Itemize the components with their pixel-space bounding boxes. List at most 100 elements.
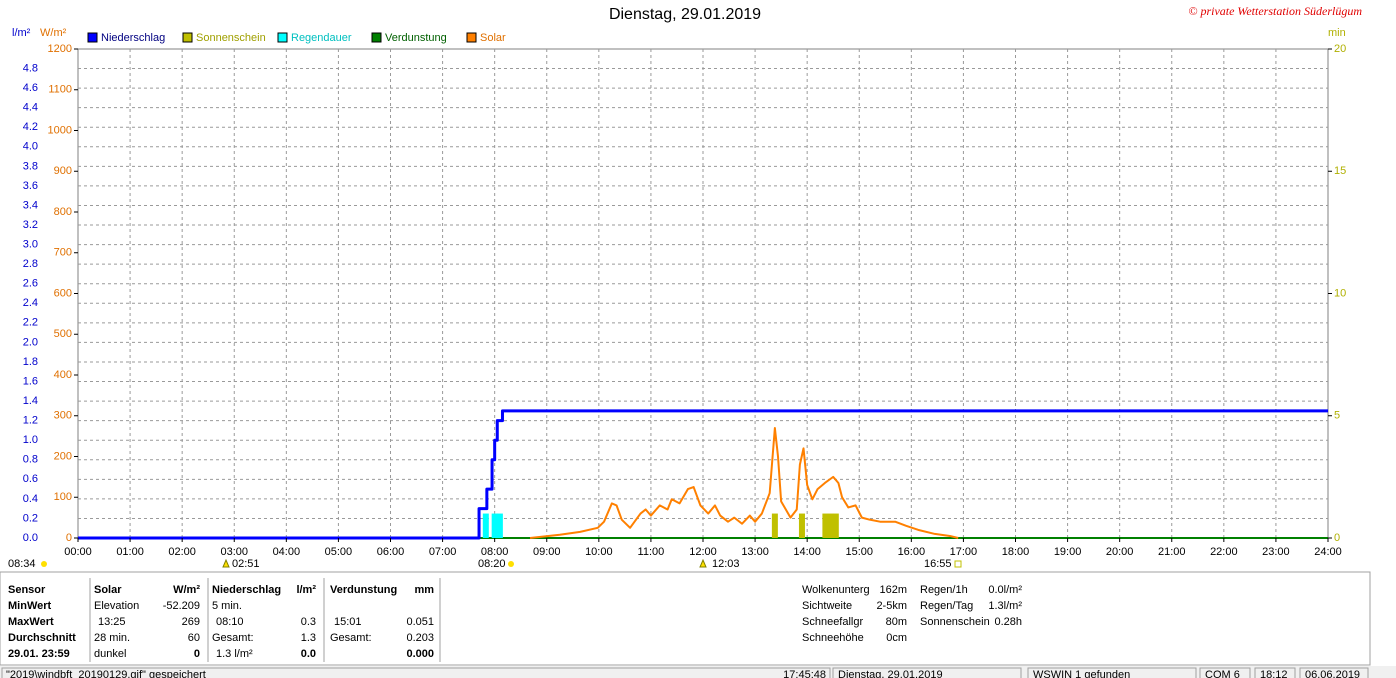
- bar: [832, 513, 839, 538]
- x-tick-label: 09:00: [533, 546, 561, 558]
- y-axis-unit: l/m²: [12, 27, 31, 39]
- y3-tick-label: 20: [1334, 43, 1346, 55]
- y-tick-label: 4.2: [23, 121, 38, 133]
- weather-value: 0cm: [886, 632, 907, 644]
- x-tick-label: 12:00: [689, 546, 717, 558]
- stats-cell-label: 1.3 l/m²: [216, 648, 253, 660]
- y-tick-label: 0.0: [23, 532, 38, 544]
- y2-tick-label: 900: [54, 165, 72, 177]
- rain-label: Sonnenschein: [920, 616, 990, 628]
- stats-unit: l/m²: [296, 584, 316, 596]
- y2-tick-label: 1000: [48, 124, 72, 136]
- stats: Sensor MinWert MaxWert Durchschnitt 29.01. 2…: [8, 584, 1022, 660]
- stats-cell-value: 0: [194, 648, 200, 660]
- y2-tick-label: 500: [54, 328, 72, 340]
- bar: [496, 513, 503, 538]
- x-tick-label: 02:00: [168, 546, 196, 558]
- y2-tick-label: 200: [54, 450, 72, 462]
- legend-label: Verdunstung: [385, 32, 447, 44]
- rain-label: Regen/Tag: [920, 600, 973, 612]
- stats-cell-value: -52.209: [163, 600, 200, 612]
- sun-marker: [508, 561, 514, 567]
- x-tick-label: 08:00: [481, 546, 509, 558]
- bar: [482, 513, 489, 538]
- y3-tick-label: 0: [1334, 532, 1340, 544]
- legend-label: Solar: [480, 32, 506, 44]
- y-tick-label: 1.4: [23, 395, 38, 407]
- annotation: 02:51: [232, 558, 260, 570]
- legend-label: Sonnenschein: [196, 32, 266, 44]
- weather-value: 2-5km: [876, 600, 907, 612]
- stats-cell-label: Gesamt:: [212, 632, 254, 644]
- weather-value: 162m: [879, 584, 907, 596]
- bar: [771, 513, 778, 538]
- y-tick-label: 4.0: [23, 141, 38, 153]
- rain-label: Regen/1h: [920, 584, 968, 596]
- series-line: [529, 426, 959, 539]
- copyright: © private Wetterstation Süderlügum: [1188, 4, 1362, 18]
- marker: [954, 560, 962, 568]
- legend-swatch: [182, 32, 193, 43]
- y-tick-label: 0.4: [23, 493, 38, 505]
- stats-cell-label: Gesamt:: [330, 632, 372, 644]
- weather-label: Schneehöhe: [802, 632, 864, 644]
- stats-cell-label: 08:10: [216, 616, 244, 628]
- x-tick-label: 21:00: [1158, 546, 1186, 558]
- legend-swatch: [87, 32, 98, 43]
- marker: [699, 558, 707, 568]
- stats-cell-value: 0.051: [406, 616, 434, 628]
- legend-swatch: [371, 32, 382, 43]
- y2-tick-label: 0: [66, 532, 72, 544]
- y-tick-label: 4.6: [23, 82, 38, 94]
- x-tick-label: 14:00: [793, 546, 821, 558]
- status-text: Dienstag, 29.01.2019: [838, 669, 943, 678]
- stats-label: Sensor: [8, 584, 46, 596]
- annotations: 08:34 02:51 08:20 12:03 16:55: [8, 558, 962, 570]
- bar: [491, 513, 498, 538]
- x-tick-label: 13:00: [741, 546, 769, 558]
- y3-tick-label: 10: [1334, 287, 1346, 299]
- stats-cell-value: 0.3: [301, 616, 316, 628]
- stats-header: Verdunstung: [330, 584, 397, 596]
- status-segment: [1254, 667, 1296, 678]
- axes: 00:00 01:00 02:00 03:00 04:00 05:00 06:00 07:00…: [23, 43, 1347, 558]
- bar: [822, 513, 829, 538]
- x-tick-label: 22:00: [1210, 546, 1238, 558]
- y2-tick-label: 600: [54, 287, 72, 299]
- x-tick-label: 06:00: [377, 546, 405, 558]
- stats-unit: mm: [414, 584, 434, 596]
- stats-panel: [0, 571, 1371, 666]
- x-tick-label: 01:00: [116, 546, 144, 558]
- x-tick-label: 19:00: [1054, 546, 1082, 558]
- y-tick-label: 3.4: [23, 199, 38, 211]
- annotation: 08:34: [8, 558, 36, 570]
- status-text: COM 6: [1205, 669, 1240, 678]
- rain-value: 0.28h: [994, 616, 1022, 628]
- y-tick-label: 2.4: [23, 297, 38, 309]
- status-segment: [1299, 667, 1369, 678]
- x-tick-label: 24:00: [1314, 546, 1342, 558]
- legend-label: Niederschlag: [101, 32, 165, 44]
- stats-cell-label: 28 min.: [94, 632, 130, 644]
- x-tick-label: 07:00: [429, 546, 457, 558]
- status-segment: [832, 667, 1022, 678]
- bar: [798, 513, 805, 538]
- x-tick-label: 16:00: [898, 546, 926, 558]
- x-tick-label: 04:00: [273, 546, 301, 558]
- y-tick-label: 4.8: [23, 62, 38, 74]
- stats-cell-value: 0.203: [406, 632, 434, 644]
- y-tick-label: 1.6: [23, 375, 38, 387]
- series-line: [78, 409, 1328, 540]
- stats-label: MaxWert: [8, 616, 54, 628]
- marker: [222, 558, 230, 568]
- y3-tick-label: 15: [1334, 165, 1346, 177]
- stats-label: MinWert: [8, 600, 52, 612]
- stats-label: Durchschnitt: [8, 632, 76, 644]
- legend-swatch: [466, 32, 477, 43]
- status-text: WSWIN 1 gefunden: [1033, 669, 1130, 678]
- grid: [78, 49, 1328, 538]
- status-bar: [0, 666, 1396, 678]
- annotation: 08:20: [478, 558, 506, 570]
- x-tick-label: 05:00: [325, 546, 353, 558]
